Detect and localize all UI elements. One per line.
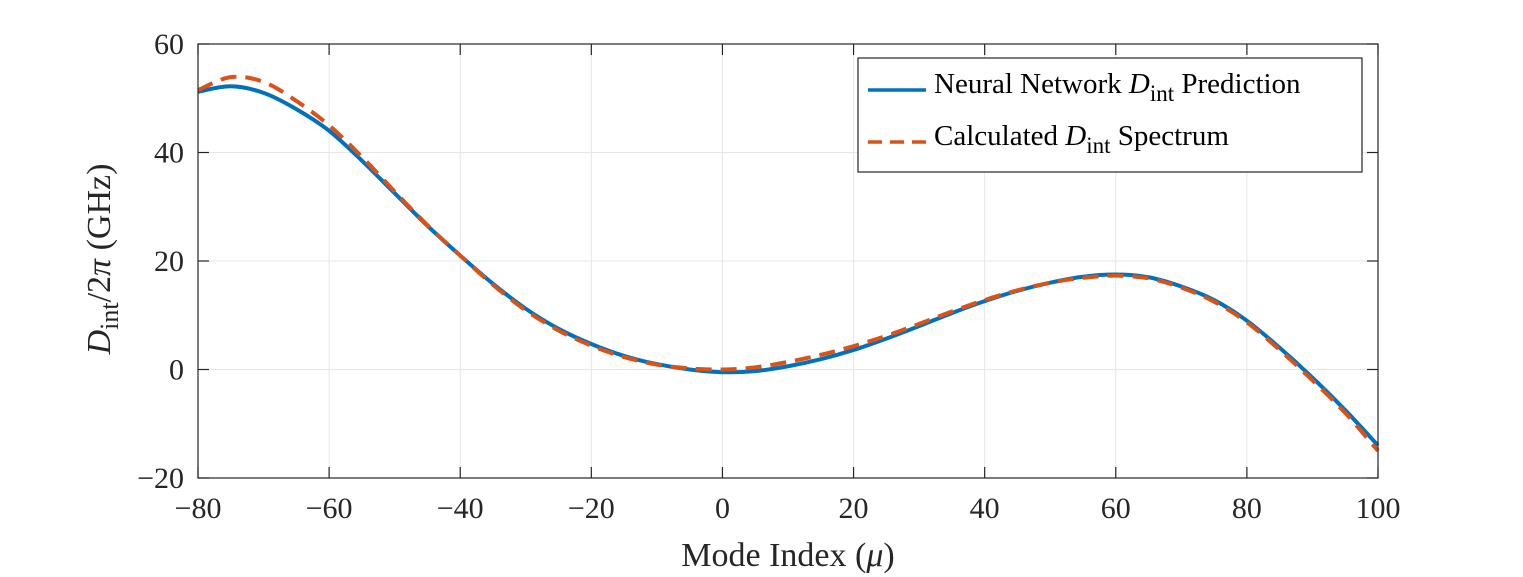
x-tick-label: 100	[1356, 492, 1401, 525]
legend-label-nn-prediction: Neural Network Dint Prediction	[934, 68, 1301, 106]
x-tick-label: 60	[1101, 492, 1131, 525]
series-line-nn-prediction	[197, 84, 1380, 447]
x-tick-label: 0	[715, 492, 730, 525]
y-tick-label: −20	[137, 462, 184, 495]
legend-label-calculated-spectrum: Calculated Dint Spectrum	[934, 120, 1229, 158]
legend: Neural Network Dint Prediction Calculate…	[857, 57, 1363, 173]
series-line-calculated-spectrum	[197, 74, 1380, 453]
plot-series	[197, 74, 1380, 453]
x-tick-label: 80	[1232, 492, 1262, 525]
x-tick-label: −60	[306, 492, 353, 525]
y-axis-label: Dint/2π (GHz)	[81, 164, 124, 356]
x-tick-label: −80	[175, 492, 222, 525]
x-axis-label: Mode Index (μ)	[681, 537, 894, 574]
x-tick-label: −40	[437, 492, 484, 525]
y-tick-label: 60	[154, 28, 184, 61]
x-tick-label: −20	[568, 492, 615, 525]
y-tick-label: 40	[154, 137, 184, 170]
y-tick-label: 0	[169, 354, 184, 387]
legend-box	[857, 57, 1363, 173]
axis-ticks: −80 −60 −40 −20 0 20 40 60 80 100 −20 0 20 40 60	[137, 28, 1400, 525]
x-tick-label: 20	[839, 492, 869, 525]
x-tick-label: 40	[970, 492, 1000, 525]
y-tick-label: 20	[154, 245, 184, 278]
